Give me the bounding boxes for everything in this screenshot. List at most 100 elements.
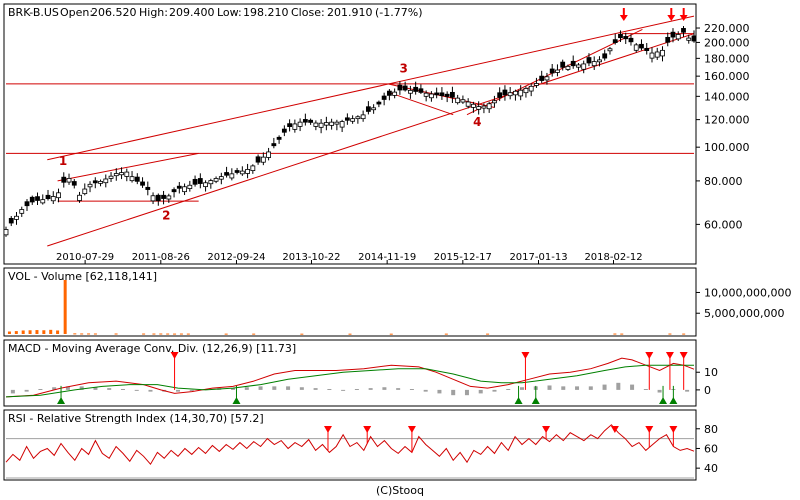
volume-bar <box>28 330 32 334</box>
macd-histogram-bar <box>258 386 263 390</box>
volume-bar <box>42 330 46 334</box>
candle-body <box>381 95 387 100</box>
rsi-series-line <box>5 424 695 466</box>
volume-bar <box>389 333 393 335</box>
macd-histogram-bar <box>630 384 635 390</box>
candle-body <box>492 100 497 104</box>
volume-bar <box>56 330 60 334</box>
candle-body <box>8 217 14 224</box>
macd-sell-marker <box>170 352 179 359</box>
macd-histogram-bar <box>588 386 593 390</box>
candle-body <box>639 43 644 49</box>
volume-bar <box>142 333 146 335</box>
price-plot: 60.000 80.000 100.000 120.000 140.000 160.000… <box>3 8 750 264</box>
volume-bar <box>224 333 228 335</box>
price-x-tick-label: 2014-11-19 <box>358 252 416 263</box>
candle-body <box>35 196 40 201</box>
candle-body <box>129 176 135 182</box>
candle-body <box>192 178 198 185</box>
candle-body <box>460 99 466 103</box>
candle-body <box>423 92 429 97</box>
price-x-tick-label: 2011-08-26 <box>132 252 190 263</box>
macd-sell-marker <box>521 352 530 359</box>
candle-body <box>171 189 177 193</box>
price-frame <box>3 3 697 265</box>
volume-bar <box>252 333 256 335</box>
candle-body <box>350 118 356 122</box>
candle-body <box>371 107 377 111</box>
candle-body <box>313 122 319 127</box>
sell-arrow-icon <box>679 15 688 21</box>
macd-histogram-bar <box>561 386 566 390</box>
macd-panel: MACD - Moving Average Conv. Div. (12,26,… <box>3 339 718 407</box>
candle-body <box>402 85 408 91</box>
candle-body <box>292 123 298 130</box>
candle-body <box>455 97 461 104</box>
price-x-tick-label: 2010-07-29 <box>56 252 114 263</box>
macd-buy-marker <box>232 397 241 404</box>
macd-histogram-bar <box>65 386 70 390</box>
candle-body <box>145 186 151 190</box>
volume-bar <box>444 333 448 335</box>
macd-histogram-bar <box>327 389 332 390</box>
candle-body <box>539 75 545 81</box>
candle-body <box>434 92 440 96</box>
candle-body <box>318 122 324 128</box>
price-x-tick-label: 2018-02-12 <box>584 252 642 263</box>
macd-histogram-bar <box>437 389 442 394</box>
macd-sell-marker <box>679 352 688 359</box>
candle-body <box>234 170 240 173</box>
header-low-value: 198.210 <box>243 6 289 19</box>
volume-bar <box>179 333 183 335</box>
candle-body <box>544 76 550 81</box>
candle-body <box>218 176 224 180</box>
macd-histogram-bar <box>38 389 43 390</box>
candle-body <box>24 201 30 207</box>
candle-body <box>507 92 513 97</box>
rsi-sell-marker <box>407 426 416 433</box>
candle-body <box>197 178 203 184</box>
candle-body <box>686 37 692 41</box>
candle-body <box>591 61 597 67</box>
header-open-value: 206.520 <box>91 6 137 19</box>
price-y-tick-label: 120.000 <box>704 114 750 127</box>
volume-bar <box>348 333 352 335</box>
volume-bar <box>682 333 686 335</box>
candle-body <box>61 176 67 183</box>
volume-bar <box>166 333 170 335</box>
macd-histogram-bar <box>244 387 249 390</box>
macd-histogram-bar <box>107 388 112 390</box>
candle-body <box>502 89 508 96</box>
macd-histogram-bar <box>120 389 125 390</box>
candle-body <box>586 57 592 64</box>
price-x-tick-label: 2012-09-24 <box>207 252 265 263</box>
candle-body <box>14 215 19 220</box>
macd-title: MACD - Moving Average Conv. Div. (12,26,… <box>8 342 296 355</box>
candle-body <box>386 90 392 96</box>
rsi-y-tick-label: 40 <box>704 462 718 475</box>
candle-body <box>229 173 235 179</box>
macd-histogram-bar <box>176 389 180 392</box>
candle-body <box>644 47 650 51</box>
macd-histogram-bar <box>189 389 194 391</box>
volume-y-tick-label: 10,000,000,000 <box>704 286 791 299</box>
candle-body <box>308 119 314 123</box>
sell-arrow-icon <box>619 15 628 21</box>
price-y-tick-label: 160.000 <box>704 70 750 83</box>
price-x-tick-label: 2017-01-13 <box>509 252 567 263</box>
volume-bar <box>14 331 18 334</box>
macd-histogram-bar <box>286 386 291 390</box>
candle-body <box>71 181 77 186</box>
macd-histogram-bar <box>382 387 387 390</box>
candle-body <box>45 194 51 200</box>
candle-body <box>444 93 450 97</box>
volume-bar <box>87 333 91 335</box>
macd-histogram-bar <box>616 382 621 390</box>
rsi-y-tick-label: 60 <box>704 442 718 455</box>
macd-sell-marker <box>645 352 654 359</box>
macd-buy-marker <box>659 397 668 404</box>
candle-body <box>576 64 581 68</box>
rsi-sell-marker <box>542 426 551 433</box>
candle-body <box>555 69 560 73</box>
